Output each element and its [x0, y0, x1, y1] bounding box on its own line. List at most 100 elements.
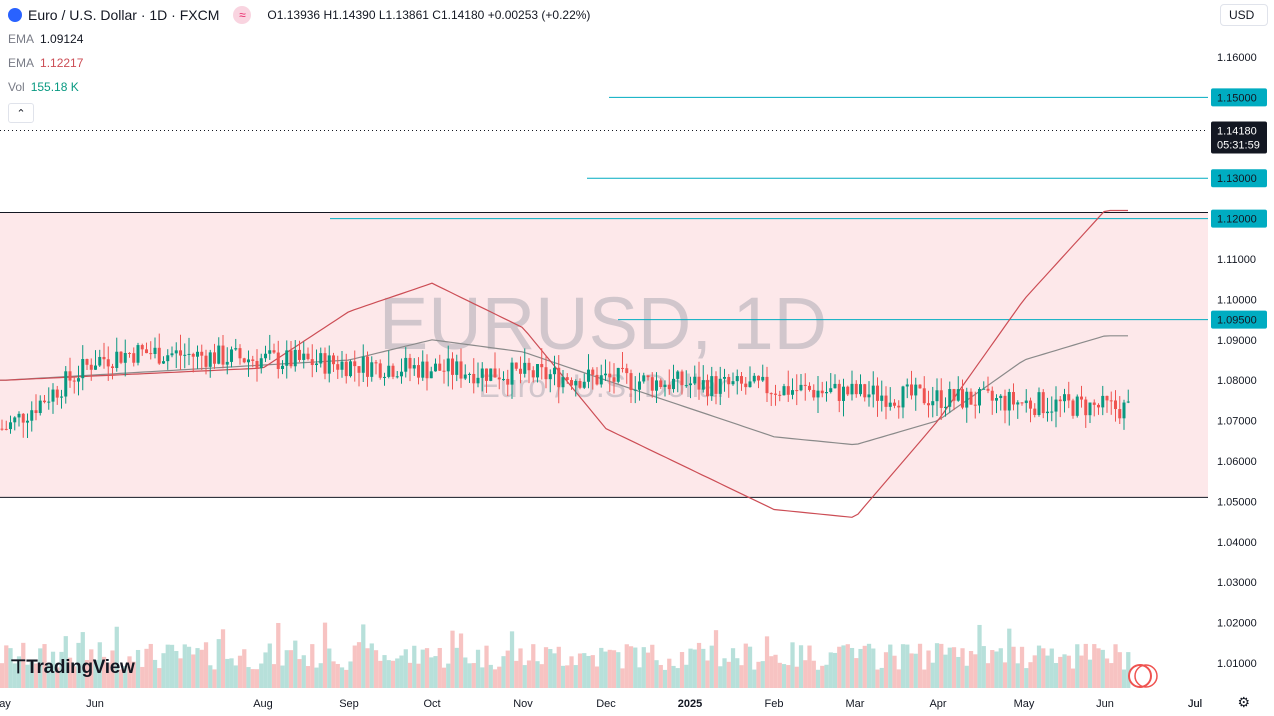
candle-body — [502, 378, 505, 380]
candle-body — [731, 381, 735, 385]
volume-bar — [1007, 628, 1012, 688]
volume-bar — [225, 658, 230, 688]
volume-bar — [365, 648, 370, 688]
volume-bar — [1019, 646, 1025, 688]
candle-body — [463, 374, 467, 379]
ema-long-line[interactable] — [0, 335, 1128, 446]
volume-bar — [603, 651, 608, 688]
candle-body — [697, 376, 701, 390]
volume-bar — [820, 665, 825, 688]
hline-price-label[interactable] — [1211, 169, 1267, 188]
price-axis[interactable] — [1208, 0, 1274, 690]
hline-price-label[interactable] — [1211, 88, 1267, 107]
volume-bar — [123, 665, 128, 688]
volume-bar — [926, 650, 931, 688]
volume-bar — [8, 648, 13, 688]
candle-body — [1118, 409, 1122, 419]
candle-body — [1114, 400, 1117, 410]
volume-bar — [488, 664, 493, 688]
symbol-title[interactable]: Euro / U.S. Dollar · 1D · FXCM — [28, 7, 220, 23]
candle-body — [540, 364, 544, 368]
volume-bar — [4, 645, 9, 688]
volume-bar — [276, 622, 281, 688]
candle-body — [489, 368, 493, 381]
volume-bar — [327, 648, 332, 688]
volume-bar — [565, 665, 570, 688]
gear-icon[interactable]: ⚙ — [1237, 694, 1250, 710]
candle-body — [808, 385, 811, 390]
candle-body — [803, 384, 807, 386]
candle-body — [383, 376, 386, 378]
volume-legend[interactable]: Vol 155.18 K — [8, 80, 79, 94]
candle-body — [94, 365, 97, 370]
volume-bar — [42, 644, 47, 688]
currency-button[interactable]: USD — [1220, 4, 1268, 26]
candle-body — [285, 350, 289, 366]
volume-bar — [29, 662, 34, 688]
ema-long-legend[interactable]: EMA 1.09124 — [8, 32, 84, 46]
hline-price-label[interactable] — [1211, 310, 1267, 329]
volume-bar — [709, 645, 714, 688]
volume-bar — [182, 644, 187, 688]
candle-body — [340, 361, 344, 370]
volume-bar — [356, 642, 362, 688]
volume-bar — [271, 664, 277, 688]
volume-bar — [369, 643, 374, 688]
candle-body — [298, 349, 301, 360]
volume-bar — [560, 665, 566, 688]
volume-bar — [1024, 668, 1029, 688]
volume-bar — [599, 647, 604, 688]
time-axis[interactable] — [0, 690, 1274, 716]
volume-bar — [114, 626, 119, 688]
volume-bar — [858, 648, 863, 688]
candle-body — [676, 371, 680, 379]
candle-body — [833, 383, 837, 389]
ema-short-legend[interactable]: EMA 1.12217 — [8, 56, 84, 70]
volume-bar — [679, 652, 685, 688]
volume-bar — [1058, 656, 1063, 688]
candle-body — [251, 359, 255, 361]
volume-bar — [178, 658, 183, 688]
candle-body — [183, 354, 187, 356]
volume-bar — [722, 658, 727, 688]
volume-bar — [1053, 663, 1059, 688]
volume-bar — [1075, 644, 1080, 688]
candle-body — [1088, 402, 1092, 416]
candle-body — [914, 384, 918, 396]
volume-bar — [543, 647, 549, 688]
candle-body — [259, 358, 263, 368]
volume-bar — [633, 647, 638, 688]
volume-bar — [752, 669, 757, 688]
hline-price-label[interactable] — [1211, 209, 1267, 228]
volume-bar — [607, 649, 612, 688]
collapse-legend-button[interactable]: ⌃ — [8, 103, 34, 123]
volume-bar — [947, 647, 952, 688]
volume-bar — [446, 663, 451, 688]
volume-bar — [777, 662, 782, 688]
volume-bar — [280, 665, 285, 688]
volume-bar — [577, 653, 583, 688]
candle-body — [727, 376, 731, 385]
candle-body — [1067, 394, 1071, 401]
candle-body — [527, 362, 531, 371]
volume-bar — [50, 651, 56, 688]
candle-body — [893, 402, 896, 406]
candle-body — [9, 422, 12, 430]
volume-bar — [684, 664, 689, 688]
candle-body — [1092, 402, 1096, 405]
candle-body — [480, 368, 484, 378]
us-flag-icon[interactable] — [1128, 664, 1152, 688]
volume-bar — [1113, 644, 1118, 688]
volume-bar — [403, 649, 408, 688]
eu-flag-icon[interactable] — [1134, 664, 1158, 688]
candle-body — [816, 390, 820, 398]
globe-icon — [8, 8, 22, 22]
volume-bar — [1002, 662, 1008, 688]
candle-body — [315, 363, 318, 366]
approx-icon[interactable]: ≈ — [233, 6, 252, 24]
candle-body — [782, 386, 786, 396]
volume-bar — [501, 656, 506, 688]
volume-bar — [1066, 655, 1071, 688]
candle-body — [493, 368, 497, 378]
